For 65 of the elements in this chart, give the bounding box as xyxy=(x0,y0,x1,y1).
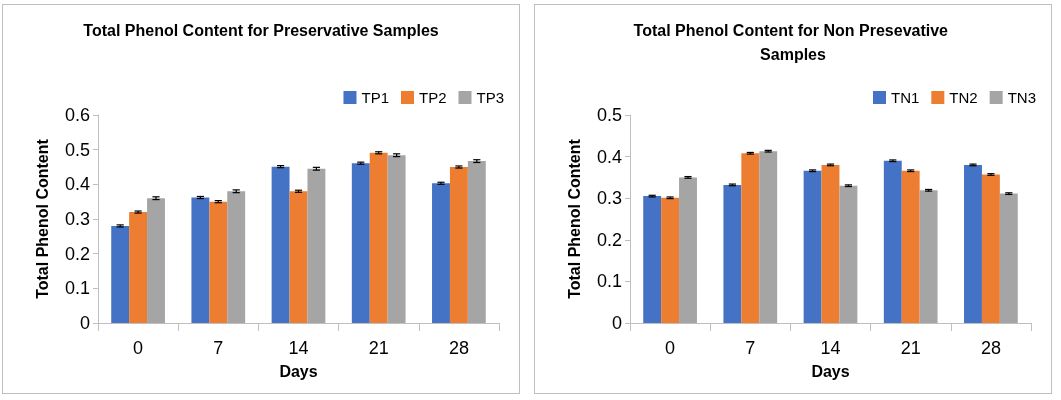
y-tick-label: 0.4 xyxy=(596,146,622,167)
y-tick-label: 0.1 xyxy=(596,271,622,292)
chart-title: Total Phenol Content for Preservative Samples xyxy=(83,21,439,39)
bar xyxy=(901,170,920,323)
y-tick-label: 0 xyxy=(79,313,90,333)
bar xyxy=(271,166,290,323)
bar xyxy=(964,164,982,323)
x-tick-label: 21 xyxy=(900,338,921,358)
x-axis-title: Days xyxy=(279,362,318,380)
x-tick-label: 7 xyxy=(213,338,224,358)
y-tick-label: 0.2 xyxy=(64,243,90,264)
bar xyxy=(661,197,680,323)
y-tick-label: 0.2 xyxy=(596,229,622,250)
x-tick-label: 21 xyxy=(368,338,389,358)
y-tick-label: 0.3 xyxy=(64,209,90,229)
bar xyxy=(289,191,308,323)
bar xyxy=(307,168,326,323)
x-tick-label: 7 xyxy=(745,338,756,358)
bar xyxy=(129,212,148,323)
bar xyxy=(432,183,450,323)
y-tick-label: 0.6 xyxy=(64,105,90,125)
bar xyxy=(883,160,902,323)
x-tick-label: 14 xyxy=(288,338,309,358)
y-tick-label: 0.1 xyxy=(64,278,90,299)
y-tick-label: 0.5 xyxy=(596,105,622,125)
bar xyxy=(191,197,210,323)
legend-label: TP3 xyxy=(476,89,505,106)
y-tick-label: 0 xyxy=(611,313,622,333)
y-axis-title: Total Phenol Content xyxy=(33,138,51,299)
bar xyxy=(839,185,858,323)
legend-label: TN3 xyxy=(1007,89,1037,106)
y-tick-label: 0.4 xyxy=(64,174,90,195)
y-tick-label: 0.5 xyxy=(64,139,90,160)
x-tick-label: 0 xyxy=(665,338,676,358)
bar xyxy=(111,225,130,323)
bar xyxy=(643,196,662,323)
bar xyxy=(449,167,468,323)
bar xyxy=(803,170,822,323)
y-axis-title: Total Phenol Content xyxy=(565,138,583,299)
bar xyxy=(369,152,388,323)
legend-label: TP1 xyxy=(361,89,389,106)
bar xyxy=(387,155,406,323)
chart-title: Total Phenol Content for Non Presevative Samples xyxy=(633,21,953,63)
bar xyxy=(147,198,165,323)
bar xyxy=(999,193,1018,323)
y-tick-label: 0.3 xyxy=(596,188,622,209)
x-tick-label: 0 xyxy=(133,338,144,358)
bar xyxy=(467,161,486,323)
bar xyxy=(759,151,778,323)
bar xyxy=(723,184,742,323)
x-tick-label: 28 xyxy=(448,338,469,358)
legend-label: TN1 xyxy=(890,89,920,106)
x-axis-title: Days xyxy=(811,362,850,380)
bar xyxy=(919,190,938,323)
bar xyxy=(981,174,1000,323)
bar xyxy=(227,191,246,323)
legend-label: TP2 xyxy=(418,89,447,106)
bar xyxy=(679,177,697,323)
x-tick-label: 14 xyxy=(820,338,841,358)
legend-label: TN2 xyxy=(949,89,978,106)
bar xyxy=(741,153,760,323)
bar xyxy=(351,163,370,323)
x-tick-label: 28 xyxy=(980,338,1001,358)
bar xyxy=(821,164,840,323)
bar xyxy=(209,201,228,323)
